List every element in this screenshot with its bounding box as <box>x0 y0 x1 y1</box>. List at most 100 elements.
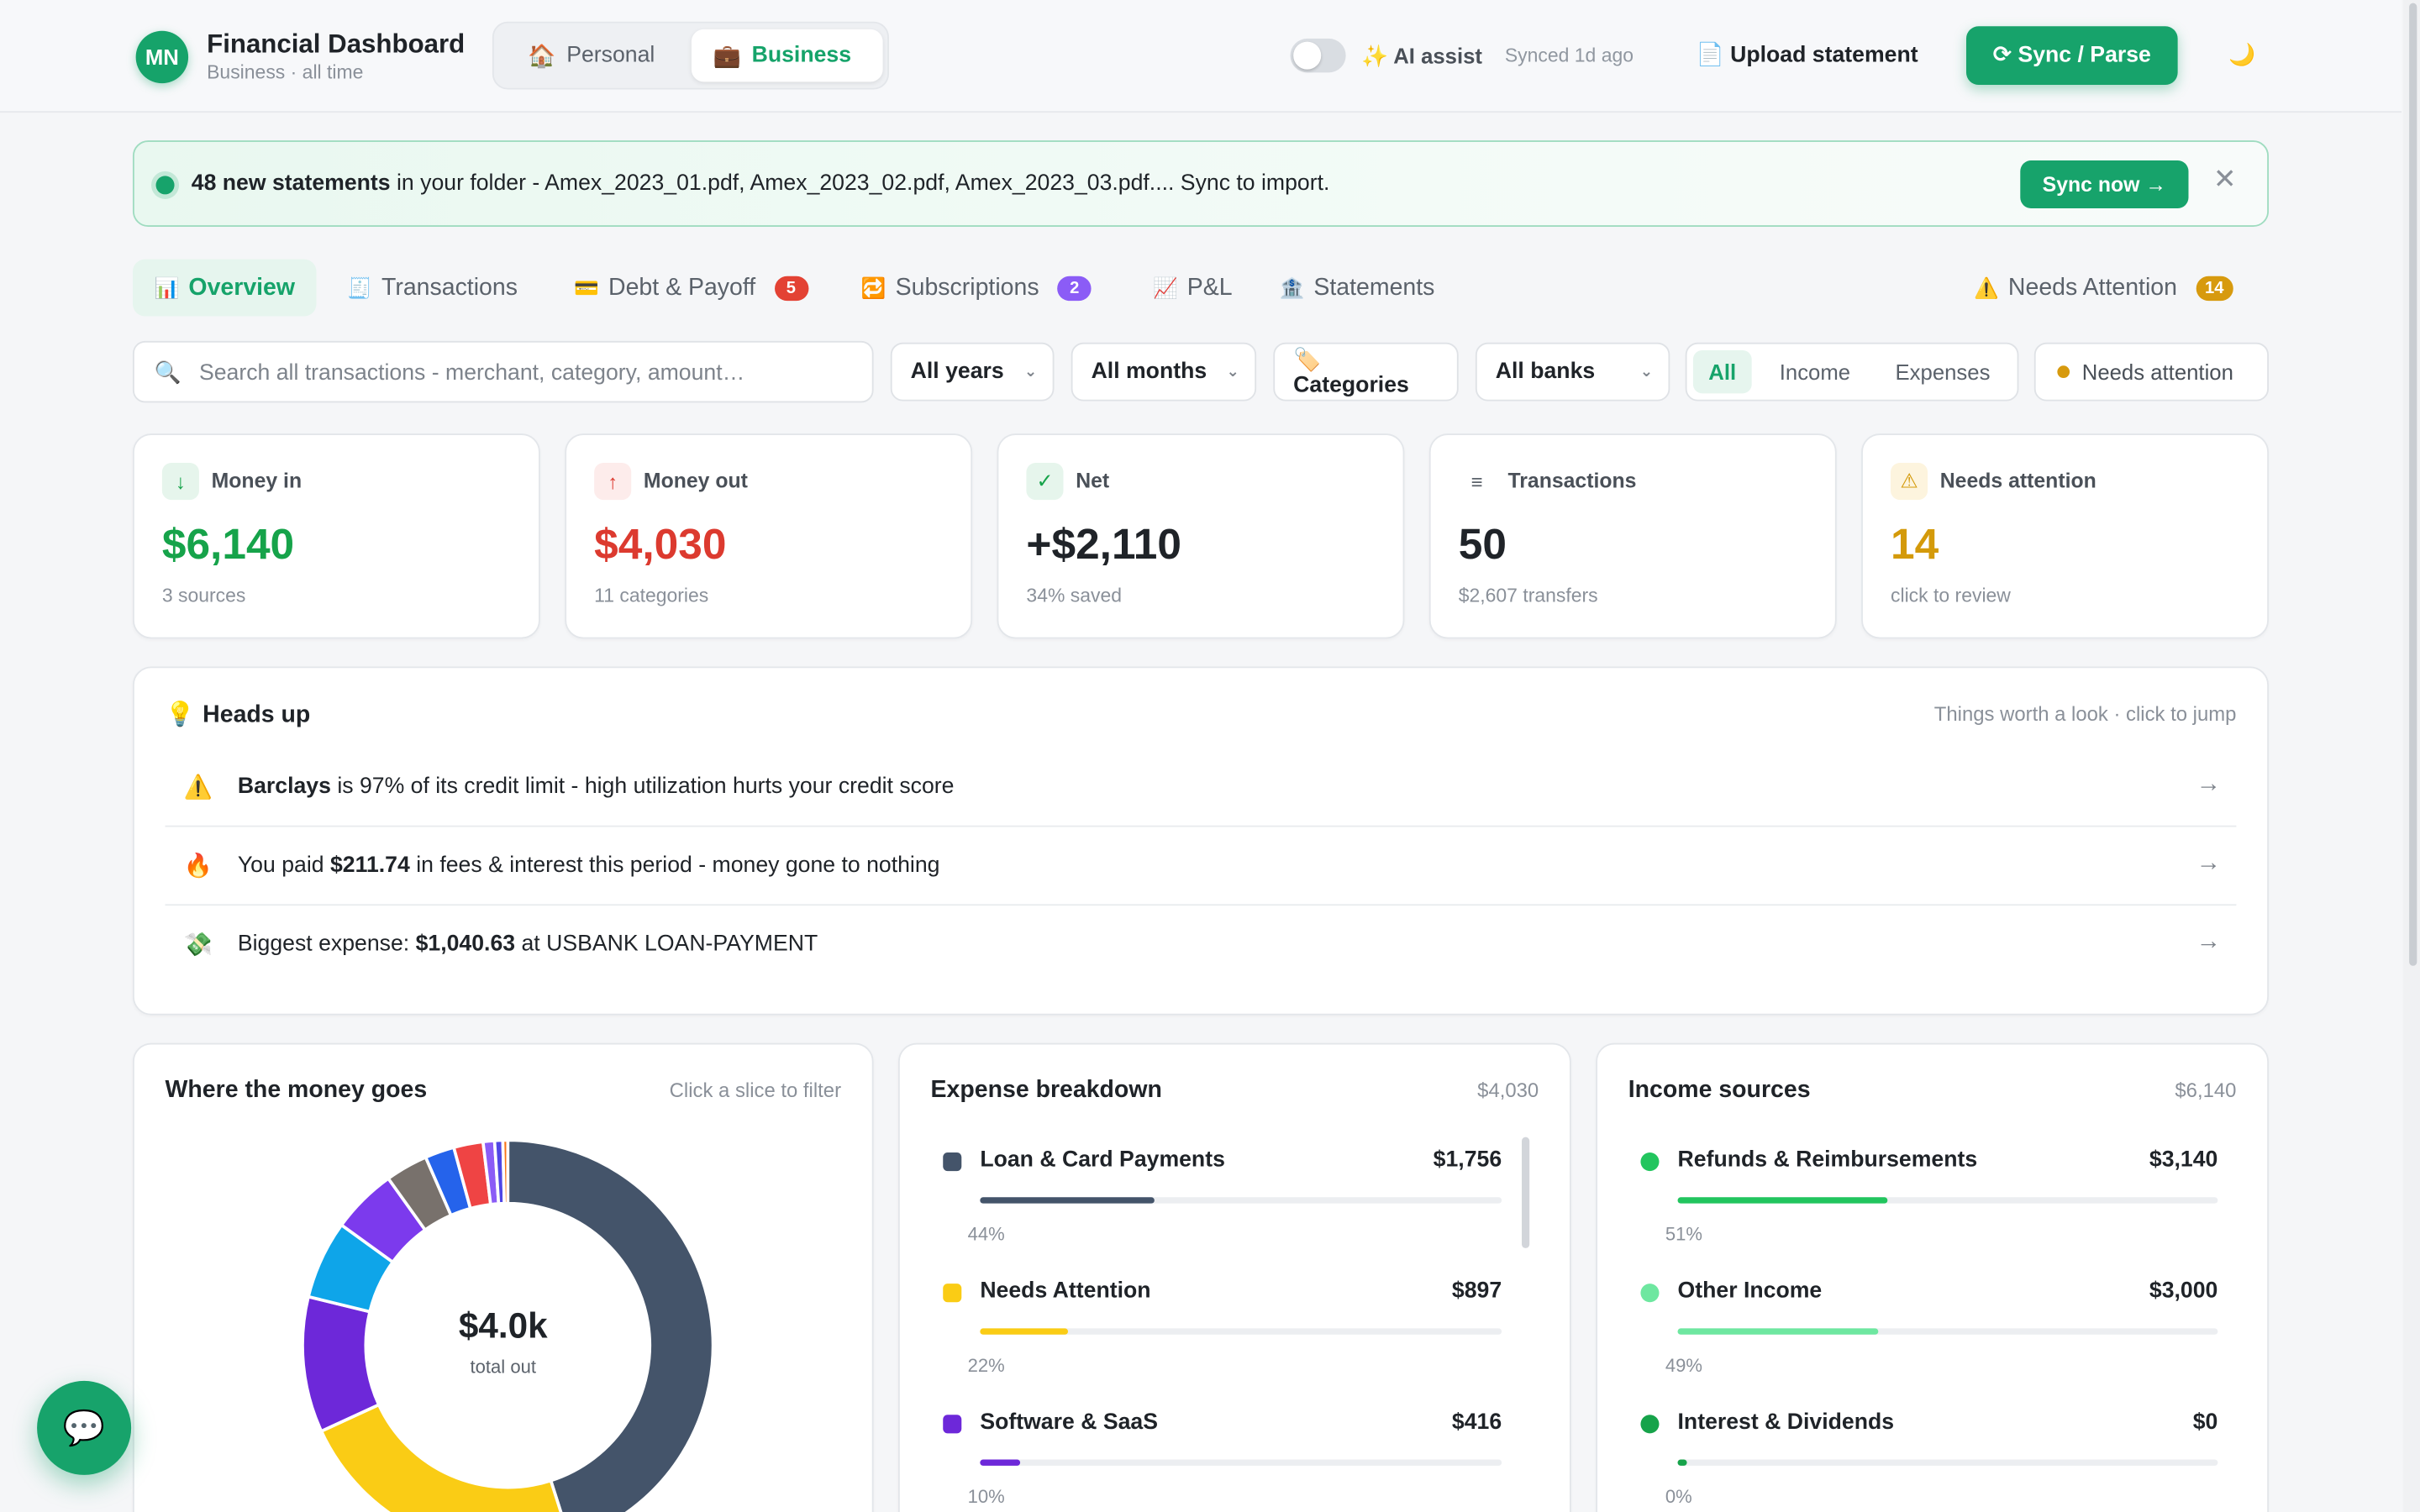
tab-debt-payoff[interactable]: 💳 Debt & Payoff 5 <box>553 260 830 317</box>
receipt-icon: 🧾 <box>347 275 372 299</box>
category-row[interactable]: Refunds & Reimbursements $3,140 51% <box>1597 1044 2218 1245</box>
line-chart-icon: 📈 <box>1153 275 1178 299</box>
mode-label: Business <box>751 43 852 68</box>
tab-label: Transactions <box>381 274 518 301</box>
category-color-dot <box>1640 1415 1660 1434</box>
month-select-value: All months <box>1091 359 1207 385</box>
panel-title: Where the money goes <box>165 1077 428 1104</box>
stat-card-net[interactable]: ✓ Net +$2,110 34% saved <box>997 433 1405 639</box>
category-row[interactable]: Other Income $3,000 49% <box>1597 1176 2218 1376</box>
lightbulb-icon: 💡 <box>165 701 196 728</box>
page-scrollbar-thumb[interactable] <box>2409 3 2417 966</box>
category-progress-track <box>1677 1459 2218 1466</box>
sync-status: Synced 1d ago <box>1504 45 1634 66</box>
panel-note: Click a slice to filter <box>669 1078 842 1102</box>
chat-button[interactable]: 💬 <box>37 1380 132 1475</box>
donut-slice[interactable] <box>506 1138 715 1512</box>
category-row[interactable]: Loan & Card Payments $1,756 44% <box>900 1044 1502 1245</box>
briefcase-icon: 💼 <box>713 44 741 69</box>
avatar[interactable]: MN <box>135 30 189 84</box>
year-select-value: All years <box>910 359 1004 385</box>
ai-assist-toggle[interactable] <box>1290 38 1346 73</box>
tab-statements[interactable]: 🏦 Statements <box>1258 260 1456 317</box>
credit-card-icon: 💳 <box>574 275 599 299</box>
category-progress-track <box>1677 1328 2218 1335</box>
needs-attention-count-badge: 14 <box>2196 275 2233 301</box>
heads-up-item-text: Barclays is 97% of its credit limit - hi… <box>238 774 955 799</box>
sync-parse-button[interactable]: ⟳ Sync / Parse <box>1965 26 2178 86</box>
heads-up-item[interactable]: 💸 Biggest expense: $1,040.63 at USBANK L… <box>166 906 2237 984</box>
category-progress-fill <box>980 1197 1155 1204</box>
heads-up-item[interactable]: ⚠️ Barclays is 97% of its credit limit -… <box>165 748 2237 827</box>
categories-button[interactable]: 🏷️ Categories <box>1273 342 1459 402</box>
mode-switcher: 🏠 Personal 💼 Business <box>492 21 889 90</box>
stat-subtext: click to review <box>1890 585 2011 606</box>
repeat-icon: 🔁 <box>860 275 886 299</box>
bank-select[interactable]: All banks ⌄ <box>1475 342 1670 402</box>
income-sources-panel: Income sources $6,140 Refunds & Reimburs… <box>1596 1042 2269 1512</box>
stat-value: 14 <box>1890 519 1939 568</box>
year-select[interactable]: All years ⌄ <box>890 342 1055 402</box>
category-row[interactable]: Interest & Dividends $0 0% <box>1597 1307 2218 1507</box>
stat-card-transactions[interactable]: ≡ Transactions 50 $2,607 transfers <box>1428 433 1837 639</box>
category-progress-track <box>980 1459 1502 1466</box>
chat-bubble-icon: 💬 <box>62 1408 106 1446</box>
heads-up-title: 💡 Heads up <box>166 701 311 730</box>
status-dot-icon <box>2057 365 2070 378</box>
income-source-list: Refunds & Reimbursements $3,140 51% Other I… <box>1597 1044 2218 1512</box>
tab-label: Statements <box>1313 274 1435 301</box>
search-input[interactable] <box>198 356 848 391</box>
filter-all-button[interactable]: All <box>1692 349 1752 394</box>
category-color-dot <box>943 1284 962 1303</box>
theme-toggle-moon-icon[interactable]: 🌙 <box>2228 41 2256 66</box>
category-name: Loan & Card Payments <box>980 1147 1225 1173</box>
month-select[interactable]: All months ⌄ <box>1071 342 1257 402</box>
list-icon: ≡ <box>1458 463 1496 501</box>
upload-statement-button[interactable]: 📄 Upload statement <box>1696 43 1918 68</box>
warning-icon: ⚠️ <box>183 774 213 801</box>
stat-card-needs-attention[interactable]: ⚠ Needs attention 14 click to review <box>1861 433 2269 639</box>
category-progress-track <box>1677 1197 2218 1204</box>
stat-card-money-out[interactable]: ↑ Money out $4,030 11 categories <box>565 433 973 639</box>
app-subtitle: Business · all time <box>207 61 364 84</box>
heads-up-item-strong: $211.74 <box>329 853 410 879</box>
tab-overview[interactable]: 📊 Overview <box>132 259 317 317</box>
app-title: Financial Dashboard <box>207 29 466 59</box>
category-color-dot <box>943 1152 962 1172</box>
filter-income-button[interactable]: Income <box>1779 359 1851 385</box>
category-row[interactable]: Needs Attention $897 22% <box>900 1176 1502 1376</box>
banner-message: 48 new statements in your folder - Amex_… <box>192 171 1330 196</box>
panel-total: $6,140 <box>2175 1078 2237 1102</box>
stat-subtext: $2,607 transfers <box>1458 585 1598 606</box>
sync-now-button[interactable]: Sync now → <box>2020 160 2189 208</box>
stat-label: Needs attention <box>1939 469 2096 492</box>
category-row[interactable]: Software & SaaS $416 10% <box>900 1307 1502 1507</box>
category-progress-fill <box>980 1328 1068 1335</box>
category-amount: $0 <box>2192 1410 2218 1436</box>
tab-needs-attention[interactable]: ⚠️ Needs Attention 14 <box>1952 260 2254 317</box>
category-name: Other Income <box>1677 1278 1823 1305</box>
heads-up-item-strong: Barclays <box>237 774 331 800</box>
category-color-dot <box>943 1415 962 1434</box>
banner-rest: in your folder - Amex_2023_01.pdf, Amex_… <box>390 171 1330 197</box>
category-percent: 0% <box>1665 1485 1692 1508</box>
checkmark-icon: ✓ <box>1026 463 1064 501</box>
panel-title: Expense breakdown <box>930 1077 1162 1104</box>
close-icon[interactable]: ✕ <box>2212 163 2237 195</box>
tab-pnl[interactable]: 📈 P&L <box>1131 260 1254 317</box>
stat-card-money-in[interactable]: ↓ Money in $6,140 3 sources <box>132 433 540 639</box>
heads-up-item[interactable]: 🔥 You paid $211.74 in fees & interest th… <box>165 827 2237 906</box>
bar-chart-icon: 📊 <box>154 275 180 299</box>
needs-attention-filter-button[interactable]: Needs attention <box>2033 342 2269 402</box>
tab-transactions[interactable]: 🧾 Transactions <box>326 260 539 317</box>
donut-slice[interactable] <box>318 1402 570 1512</box>
tab-label: Overview <box>188 274 296 301</box>
filter-expenses-button[interactable]: Expenses <box>1895 359 1991 385</box>
mode-business-button[interactable]: 💼 Business <box>691 29 883 82</box>
tab-label: Needs Attention <box>2007 274 2177 301</box>
heads-up-panel: 💡 Heads up Things worth a look · click t… <box>132 666 2269 1016</box>
donut-slice[interactable] <box>501 1138 510 1205</box>
mode-personal-button[interactable]: 🏠 Personal <box>506 29 688 81</box>
panel-scrollbar[interactable] <box>1522 1137 1530 1248</box>
tab-subscriptions[interactable]: 🔁 Subscriptions 2 <box>839 260 1113 317</box>
